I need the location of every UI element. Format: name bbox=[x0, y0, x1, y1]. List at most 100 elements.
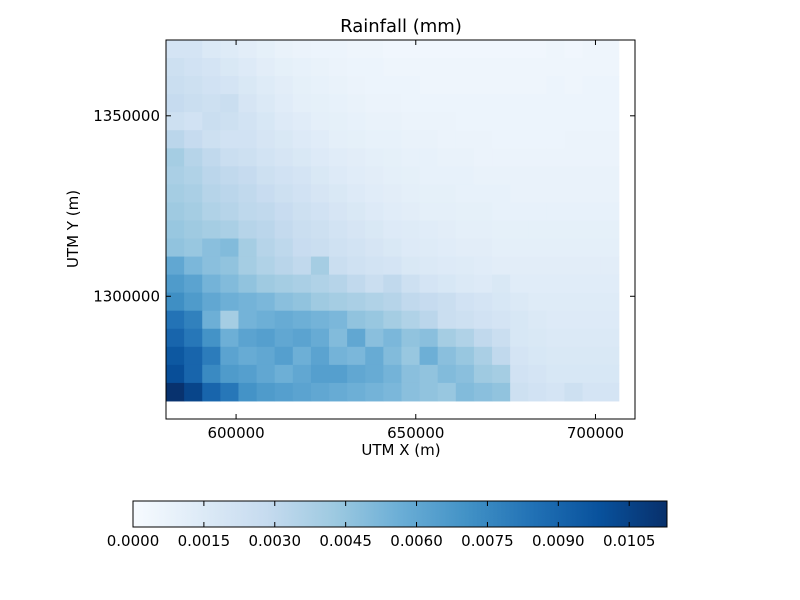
heatmap-cell bbox=[184, 310, 203, 330]
heatmap-cell bbox=[329, 310, 348, 330]
heatmap-cell bbox=[238, 130, 258, 149]
heatmap-cell bbox=[184, 76, 203, 95]
heatmap-cell bbox=[292, 112, 312, 131]
heatmap-cell bbox=[310, 346, 330, 366]
heatmap-cell bbox=[419, 310, 439, 330]
x-tick-label: 600000 bbox=[207, 424, 264, 442]
heatmap-cell bbox=[401, 220, 421, 240]
heatmap-cell bbox=[310, 148, 330, 167]
heatmap-cell bbox=[292, 76, 312, 95]
heatmap-cell bbox=[510, 220, 529, 240]
heatmap-cell bbox=[492, 328, 511, 348]
heatmap-cell bbox=[256, 94, 276, 113]
heatmap-cell bbox=[166, 130, 185, 149]
heatmap-cell bbox=[492, 346, 511, 366]
heatmap-cell bbox=[329, 274, 348, 294]
heatmap-cell bbox=[365, 130, 384, 149]
heatmap-cell bbox=[582, 112, 602, 131]
heatmap-cell bbox=[184, 130, 203, 149]
heatmap-cell bbox=[365, 310, 384, 330]
heatmap-cell bbox=[492, 184, 511, 203]
heatmap-cell bbox=[202, 328, 221, 348]
heatmap-cell bbox=[329, 256, 348, 276]
heatmap-cell bbox=[564, 220, 584, 240]
heatmap-cell bbox=[310, 112, 330, 131]
heatmap-cell bbox=[419, 382, 439, 402]
heatmap-cell bbox=[437, 76, 457, 95]
heatmap-cell bbox=[383, 256, 402, 276]
heatmap-cell bbox=[564, 166, 584, 185]
colorbar-tick-label: 0.0015 bbox=[178, 532, 231, 550]
heatmap-cell bbox=[492, 382, 511, 402]
heatmap-cell bbox=[528, 382, 547, 402]
heatmap-cell bbox=[256, 202, 276, 221]
heatmap-cell bbox=[365, 148, 384, 167]
heatmap-cell bbox=[166, 202, 185, 221]
heatmap-cell bbox=[600, 130, 620, 149]
heatmap-cell bbox=[238, 220, 258, 240]
heatmap-cell bbox=[292, 184, 312, 203]
heatmap-cell bbox=[582, 292, 602, 312]
heatmap-cell bbox=[383, 202, 402, 221]
heatmap-cell bbox=[310, 202, 330, 221]
heatmap-cell bbox=[600, 58, 620, 77]
heatmap-cell bbox=[166, 310, 185, 330]
heatmap-cell bbox=[546, 310, 565, 330]
heatmap-cell bbox=[202, 346, 221, 366]
heatmap-cell bbox=[419, 274, 439, 294]
heatmap-cell bbox=[419, 292, 439, 312]
heatmap-cell bbox=[238, 328, 258, 348]
heatmap-cell bbox=[365, 112, 384, 131]
heatmap-cell bbox=[274, 382, 294, 402]
heatmap-cell bbox=[437, 364, 457, 384]
heatmap-cell bbox=[329, 382, 348, 402]
heatmap-cell bbox=[329, 184, 348, 203]
heatmap-cell bbox=[546, 76, 565, 95]
heatmap-cell bbox=[184, 148, 203, 167]
heatmap-cell bbox=[582, 256, 602, 276]
heatmap-cell bbox=[365, 382, 384, 402]
heatmap-cell bbox=[184, 364, 203, 384]
heatmap-cell bbox=[365, 346, 384, 366]
plot-frame bbox=[165, 39, 636, 420]
heatmap-cell bbox=[310, 166, 330, 185]
heatmap-cell bbox=[220, 58, 239, 77]
heatmap-cell bbox=[401, 76, 421, 95]
heatmap-cell bbox=[274, 130, 294, 149]
heatmap-cell bbox=[437, 58, 457, 77]
heatmap-cell bbox=[437, 328, 457, 348]
heatmap-cell bbox=[166, 112, 185, 131]
heatmap-cell bbox=[202, 94, 221, 113]
heatmap-cell bbox=[238, 94, 258, 113]
heatmap-cell bbox=[238, 256, 258, 276]
heatmap-cell bbox=[564, 274, 584, 294]
heatmap-cell bbox=[473, 346, 493, 366]
heatmap-cell bbox=[419, 130, 439, 149]
heatmap-cell bbox=[437, 382, 457, 402]
heatmap-cell bbox=[347, 310, 366, 330]
heatmap-cell bbox=[166, 58, 185, 77]
heatmap-cell bbox=[492, 292, 511, 312]
heatmap-cell bbox=[600, 76, 620, 95]
heatmap-cell bbox=[528, 202, 547, 221]
heatmap-cell bbox=[582, 130, 602, 149]
heatmap-cell bbox=[292, 310, 312, 330]
heatmap-cell bbox=[455, 364, 475, 384]
heatmap-cell bbox=[329, 58, 348, 77]
heatmap-cell bbox=[238, 364, 258, 384]
heatmap-cell bbox=[401, 328, 421, 348]
heatmap-cell bbox=[256, 166, 276, 185]
heatmap-cell bbox=[437, 130, 457, 149]
heatmap-cell bbox=[274, 328, 294, 348]
heatmap-cell bbox=[256, 130, 276, 149]
heatmap-cell bbox=[510, 148, 529, 167]
heatmap-cell bbox=[528, 256, 547, 276]
heatmap-cell bbox=[166, 148, 185, 167]
heatmap-cell bbox=[546, 40, 565, 59]
heatmap-cell bbox=[292, 382, 312, 402]
heatmap-cell bbox=[419, 76, 439, 95]
heatmap-cell bbox=[347, 202, 366, 221]
heatmap-cell bbox=[528, 112, 547, 131]
heatmap-cell bbox=[238, 202, 258, 221]
colorbar-tick-label: 0.0090 bbox=[532, 532, 585, 550]
